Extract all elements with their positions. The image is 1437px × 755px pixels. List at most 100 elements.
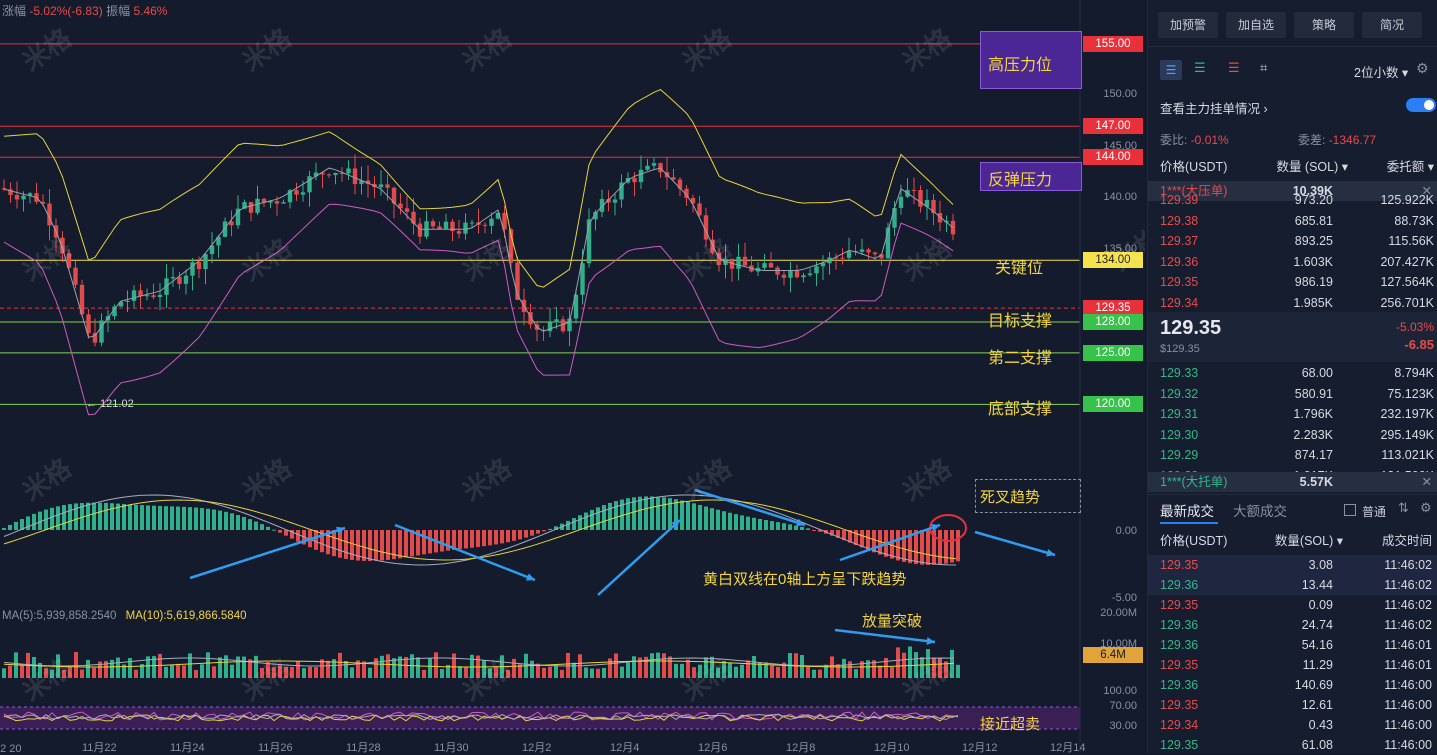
trades-settings-icon[interactable]: ⚙ — [1420, 500, 1432, 515]
macd-bar — [854, 530, 858, 545]
macd-bar — [698, 504, 702, 530]
candle-body — [203, 254, 208, 270]
macd-bar — [728, 512, 732, 530]
macd-bar — [800, 526, 804, 530]
macd-bar — [146, 505, 150, 530]
volume-breakout-note: 放量突破 — [862, 613, 923, 630]
volume-bar — [932, 657, 936, 678]
macd-bar — [38, 511, 42, 530]
volume-bar — [860, 661, 864, 678]
candle-body — [144, 295, 150, 297]
bid-row[interactable]: 129.31 1.796K 232.197K — [1160, 407, 1434, 421]
book-compact-icon[interactable]: ⌗ — [1260, 60, 1268, 75]
trend-arrow-head — [796, 518, 805, 527]
volume-bar — [818, 669, 822, 678]
ask-row[interactable]: 129.35 986.19 127.564K — [1160, 275, 1434, 289]
candle-body — [508, 229, 514, 263]
macd-bar — [50, 507, 54, 530]
macd-bar — [122, 503, 126, 530]
volume-bar — [212, 666, 216, 678]
volume-bar — [236, 656, 240, 678]
volume-bar — [248, 659, 252, 678]
candle-body — [898, 196, 904, 208]
price-level-label: 147.00 — [1083, 118, 1143, 135]
candle-body — [281, 202, 286, 204]
tab-large-trades[interactable]: 大额成交 — [1233, 504, 1287, 519]
date-axis-label: 12月2 — [522, 742, 552, 753]
volume-bar — [380, 655, 384, 678]
macd-bar — [110, 503, 114, 530]
ask-row[interactable]: 129.37 893.25 115.56K — [1160, 234, 1434, 248]
volume-bar — [434, 652, 438, 678]
candlestick-chart[interactable] — [0, 0, 1145, 753]
volume-bar — [842, 658, 846, 678]
candle-body — [528, 312, 533, 325]
ask-row[interactable]: 129.38 685.81 88.73K — [1160, 213, 1434, 228]
candle-body — [489, 218, 494, 226]
macd-bar — [398, 530, 402, 559]
candle-body — [567, 318, 572, 332]
volume-bar — [32, 656, 36, 678]
date-axis-label: 12月6 — [698, 742, 728, 753]
bid-row[interactable]: 129.33 68.00 8.794K — [1160, 366, 1434, 380]
add-alert-button[interactable]: 加预警 — [1158, 12, 1218, 38]
volume-bar — [536, 663, 540, 678]
overview-button[interactable]: 简况 — [1362, 12, 1422, 38]
big-ask-row[interactable]: 1***(大压单) 10.39K ✕ — [1148, 181, 1437, 201]
date-axis-label: 12月4 — [610, 742, 640, 753]
book-both-icon[interactable]: ☰ — [1160, 60, 1182, 80]
volume-bar — [740, 664, 744, 678]
bid-row[interactable]: 129.32 580.91 75.123K — [1160, 386, 1434, 401]
volume-bar — [494, 667, 498, 678]
chart-area[interactable]: 涨幅 -5.02%(-6.83) 振幅 5.46% 高压力位 反弹压力 关键位 … — [0, 0, 1145, 753]
trade-row: 129.36 13.44 11:46:02 — [1148, 575, 1437, 595]
volume-bar — [416, 657, 420, 678]
candle-body — [684, 188, 689, 198]
macd-bar — [452, 530, 456, 550]
volume-bar — [644, 656, 648, 678]
tab-latest-trades[interactable]: 最新成交 — [1160, 504, 1214, 519]
last-price: 129.35 — [1160, 317, 1222, 339]
volume-bar — [278, 665, 282, 678]
main-orders-link[interactable]: 查看主力挂单情况 › — [1160, 102, 1268, 116]
macd-bar — [926, 530, 930, 565]
macd-bar — [788, 524, 792, 530]
book-asks-icon[interactable]: ☰ — [1228, 60, 1240, 75]
date-axis-label: 11月30 — [434, 742, 469, 753]
macd-bar — [680, 500, 684, 530]
candle-body — [27, 193, 33, 196]
price-level-label: 120.00 — [1083, 396, 1143, 413]
main-orders-toggle[interactable] — [1406, 98, 1436, 112]
volume-bar — [152, 656, 156, 678]
book-bids-icon[interactable]: ☰ — [1194, 60, 1206, 75]
add-watchlist-button[interactable]: 加自选 — [1226, 12, 1286, 38]
candle-body — [73, 267, 78, 285]
volume-bar — [518, 664, 522, 678]
bid-row[interactable]: 129.30 2.283K 295.149K — [1160, 427, 1434, 442]
ask-row[interactable]: 129.34 1.985K 256.701K — [1160, 295, 1434, 310]
filter-icon[interactable]: ⇅ — [1398, 500, 1409, 515]
volume-bar — [938, 657, 942, 678]
macd-bar — [80, 502, 84, 530]
candle-body — [469, 222, 475, 224]
strategy-button[interactable]: 策略 — [1294, 12, 1354, 38]
candle-body — [586, 219, 592, 264]
big-bid-row[interactable]: 1***(大托单) 5.57K ✕ — [1148, 472, 1437, 492]
trend-arrow — [694, 488, 806, 527]
decimals-select[interactable]: 2位小数 ▾ — [1354, 66, 1409, 80]
volume-bar — [812, 669, 816, 678]
trade-row: 129.35 12.61 11:46:00 — [1160, 698, 1432, 712]
macd-bar — [914, 530, 918, 565]
macd-bar — [638, 496, 642, 530]
volume-bar — [134, 669, 138, 678]
macd-bar — [764, 520, 768, 530]
settings-icon[interactable]: ⚙ — [1416, 60, 1429, 76]
ask-row[interactable]: 129.39 973.20 125.922K — [1160, 193, 1434, 207]
candle-body — [411, 211, 416, 224]
ask-row[interactable]: 129.36 1.603K 207.427K — [1160, 254, 1434, 269]
price-axis-tick: 135.00 — [1103, 242, 1137, 255]
normal-checkbox[interactable] — [1344, 504, 1356, 516]
bid-row[interactable]: 129.29 874.17 113.021K — [1160, 448, 1434, 462]
volume-bar — [590, 668, 594, 678]
trend-arrow-head — [926, 637, 935, 645]
